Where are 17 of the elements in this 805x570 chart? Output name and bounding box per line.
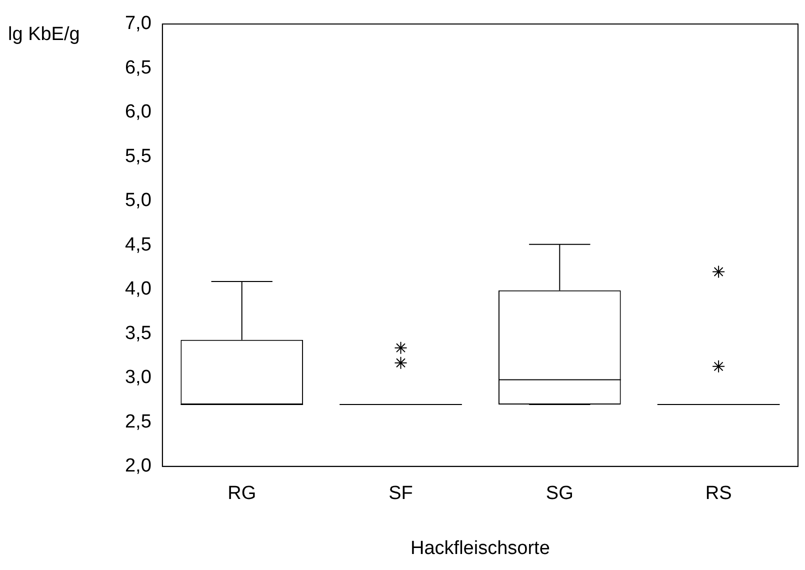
- x-tick-label: SF: [388, 483, 413, 504]
- y-tick-label: 4,5: [124, 234, 152, 256]
- y-tick-label: 3,0: [124, 367, 152, 388]
- y-tick-label: 5,0: [124, 190, 152, 212]
- y-tick-label: 3,5: [124, 322, 152, 344]
- x-tick-label: SG: [546, 483, 574, 504]
- x-tick-label: RG: [228, 483, 256, 504]
- y-tick-label: 5,5: [124, 146, 152, 167]
- x-tick-label: RS: [705, 483, 732, 504]
- x-axis-title: Hackfleischsorte: [410, 538, 550, 559]
- y-tick-label: 7,0: [124, 13, 152, 34]
- y-tick-label: 6,0: [124, 102, 152, 123]
- y-tick-label: 4,0: [124, 278, 152, 300]
- y-axis-title: lg KbE/g: [8, 24, 80, 46]
- y-tick-label: 2,0: [124, 456, 152, 477]
- y-tick-label: 2,5: [124, 411, 152, 432]
- y-tick-label: 6,5: [124, 57, 152, 78]
